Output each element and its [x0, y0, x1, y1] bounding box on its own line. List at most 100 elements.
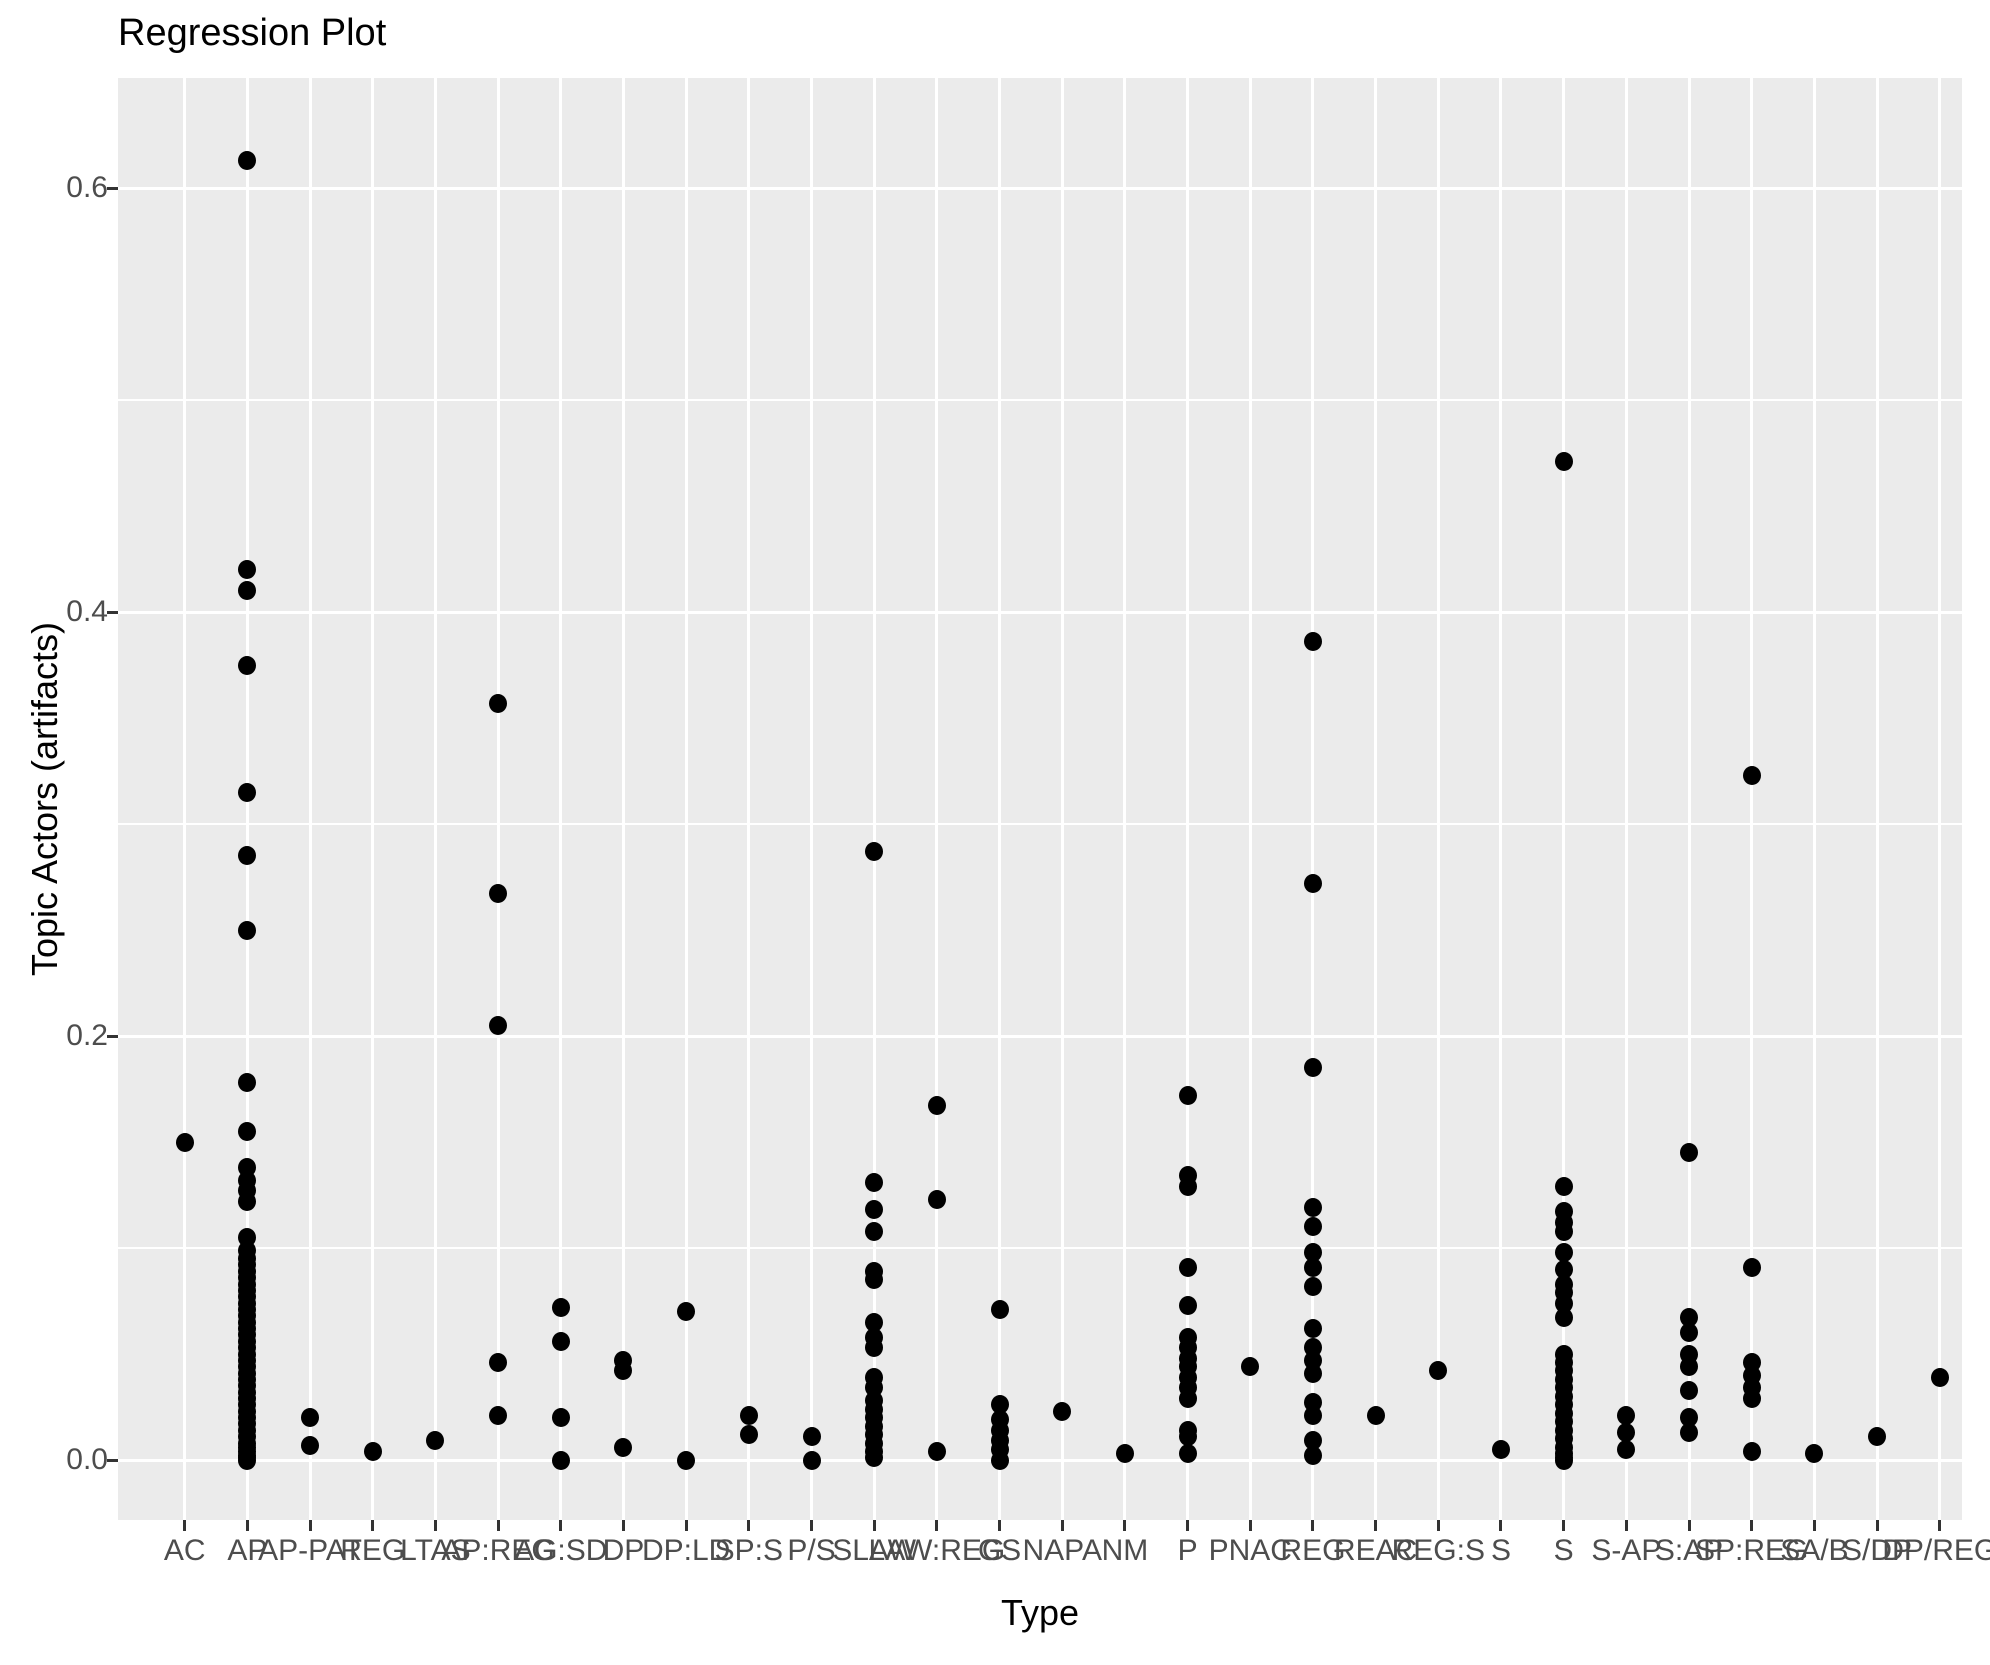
x-tick-label: LTAS — [400, 1534, 471, 1567]
data-point — [1178, 1327, 1197, 1347]
data-point — [1366, 1405, 1385, 1425]
data-point — [1491, 1439, 1510, 1459]
data-point — [1429, 1361, 1448, 1381]
data-point — [238, 782, 257, 802]
x-tick-mark — [621, 1520, 625, 1531]
data-point — [865, 842, 884, 862]
x-tick-label: S/DP — [1842, 1534, 1913, 1567]
gridline-major-y — [118, 1034, 1962, 1038]
gridline-major-x — [935, 78, 939, 1520]
data-point — [301, 1408, 320, 1428]
data-point — [1303, 1393, 1322, 1413]
x-tick-label: REG:S — [1391, 1534, 1485, 1567]
data-point — [1742, 1257, 1761, 1277]
gridline-minor-y — [118, 823, 1962, 825]
gridline-major-x — [621, 78, 625, 1520]
data-point — [301, 1435, 320, 1455]
data-point — [1303, 1217, 1322, 1237]
x-tick-mark — [245, 1520, 249, 1531]
data-point — [927, 1096, 946, 1116]
data-point — [1303, 1058, 1322, 1078]
x-tick-label: SA/B — [1780, 1534, 1849, 1567]
x-tick-label: AG:SD — [514, 1534, 608, 1567]
data-point — [1303, 873, 1322, 893]
data-point — [1178, 1420, 1197, 1440]
y-tick-mark — [107, 610, 118, 614]
data-point — [1742, 1442, 1761, 1462]
data-point — [865, 1312, 884, 1332]
gridline-major-x — [1812, 78, 1816, 1520]
gridline-minor-y — [118, 399, 1962, 401]
y-axis-title: Topic Actors (artifacts) — [24, 621, 65, 977]
x-tick-mark — [433, 1520, 437, 1531]
data-point — [238, 581, 257, 601]
x-tick-label: REG — [1280, 1534, 1346, 1567]
data-point — [1303, 1276, 1322, 1296]
x-tick-label: AP:REG — [441, 1534, 555, 1567]
data-point — [1617, 1405, 1636, 1425]
gridline-major-x — [1750, 78, 1754, 1520]
data-point — [1680, 1408, 1699, 1428]
y-tick-label: 0.6 — [66, 171, 108, 204]
data-point — [677, 1302, 696, 1322]
x-tick-label: SP:REG — [1695, 1534, 1809, 1567]
x-tick-mark — [1812, 1520, 1816, 1531]
data-point — [238, 1073, 257, 1093]
x-tick-label: LAW:REG — [868, 1534, 1006, 1567]
gridline-major-x — [747, 78, 751, 1520]
data-point — [489, 1405, 508, 1425]
plot-title: Regression Plot — [118, 12, 387, 54]
x-tick-label: NM — [1101, 1534, 1149, 1567]
data-point — [238, 150, 257, 170]
x-tick-label: AC — [163, 1534, 206, 1567]
data-point — [865, 1200, 884, 1220]
data-point — [489, 1352, 508, 1372]
x-tick-mark — [935, 1520, 939, 1531]
data-point — [865, 1261, 884, 1281]
y-tick-mark — [107, 186, 118, 190]
data-point — [865, 1367, 884, 1387]
data-point — [363, 1442, 382, 1462]
gridline-major-x — [371, 78, 375, 1520]
x-tick-label: SP:S — [714, 1534, 783, 1567]
x-tick-label: REG — [340, 1534, 406, 1567]
x-tick-mark — [496, 1520, 500, 1531]
gridline-major-x — [433, 78, 437, 1520]
data-point — [238, 846, 257, 866]
x-tick-label: P — [1177, 1534, 1198, 1567]
data-point — [1554, 1344, 1573, 1364]
gridline-major-x — [1123, 78, 1127, 1520]
data-point — [802, 1427, 821, 1447]
gridline-major-x — [1248, 78, 1252, 1520]
data-point — [1930, 1367, 1949, 1387]
data-point — [238, 655, 257, 675]
gridline-major-y — [118, 610, 1962, 614]
x-tick-label: S — [1553, 1534, 1574, 1567]
gridline-major-x — [1624, 78, 1628, 1520]
data-point — [238, 1450, 257, 1470]
data-point — [1303, 1431, 1322, 1451]
gridline-major-x — [1499, 78, 1503, 1520]
x-tick-label: S — [1490, 1534, 1511, 1567]
data-point — [1680, 1323, 1699, 1343]
data-point — [238, 920, 257, 940]
x-tick-label: AP — [227, 1534, 268, 1567]
data-point — [1178, 1444, 1197, 1464]
data-point — [175, 1132, 194, 1152]
data-point — [1303, 1242, 1322, 1262]
x-tick-mark — [1374, 1520, 1378, 1531]
gridline-major-x — [1938, 78, 1942, 1520]
data-point — [551, 1408, 570, 1428]
data-point — [551, 1331, 570, 1351]
data-point — [551, 1297, 570, 1317]
x-tick-label: P/S — [787, 1534, 836, 1567]
gridline-major-x — [1436, 78, 1440, 1520]
data-point — [614, 1350, 633, 1370]
y-tick-label: 0.4 — [66, 595, 108, 628]
x-tick-mark — [684, 1520, 688, 1531]
data-point — [990, 1299, 1009, 1319]
data-point — [1554, 1259, 1573, 1279]
data-point — [1554, 1274, 1573, 1294]
gridline-major-x — [998, 78, 1002, 1520]
data-point — [927, 1189, 946, 1209]
